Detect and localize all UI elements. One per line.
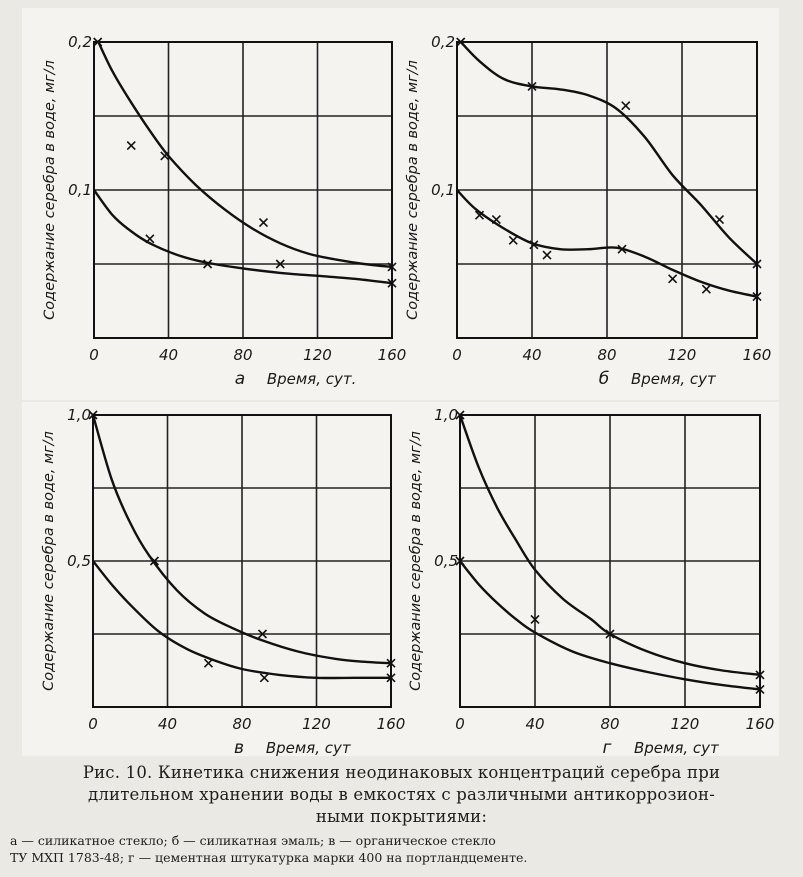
x-tick-label: 80 <box>233 346 252 364</box>
caption-line-3: ными покрытиями: <box>315 807 488 826</box>
data-point-marker <box>668 274 678 284</box>
y-tick-label: 0,5 <box>434 552 458 570</box>
data-point-marker <box>203 658 214 668</box>
data-point-marker <box>456 37 466 47</box>
panel-letter: в <box>234 738 244 758</box>
y-tick-label: 0,2 <box>68 33 92 51</box>
chart-panel-b: 0 40 80 120 160 0,1 0,2 Содержание серебра в во… <box>405 33 771 389</box>
top-panel-background <box>22 8 779 400</box>
x-axis-label: Время, сут <box>266 739 352 757</box>
data-point-marker <box>474 210 485 220</box>
data-point-marker <box>491 215 501 225</box>
data-point-marker <box>275 259 285 269</box>
x-tick-label: 0 <box>455 715 465 733</box>
x-tick-label: 160 <box>377 715 406 733</box>
data-point-marker <box>149 556 160 566</box>
x-tick-label: 40 <box>522 346 541 364</box>
data-point-marker <box>145 234 155 244</box>
y-axis-label: Содержание серебра в воде, мг/л <box>405 60 421 320</box>
x-tick-label: 80 <box>600 715 619 733</box>
panel-letter: г <box>603 738 612 758</box>
series-line-1 <box>91 414 392 665</box>
x-tick-label: 0 <box>89 346 99 364</box>
x-tick-label: 0 <box>88 715 98 733</box>
chart-panel-v: 0 40 80 120 160 0,5 1,0 Содержание серебра в во… <box>41 406 405 758</box>
bottom-panel-background <box>22 402 779 756</box>
series-line-1 <box>459 41 758 265</box>
data-point-marker <box>542 250 552 260</box>
data-point-marker <box>701 284 711 294</box>
x-axis-label: Время, сут <box>631 370 717 388</box>
x-tick-label: 40 <box>159 346 178 364</box>
data-point-marker <box>530 614 540 624</box>
chart-panel-a: 0 40 80 120 160 0,1 0,2 Содержание серебра в во… <box>42 33 406 389</box>
data-point-marker <box>508 235 518 245</box>
series-line-2 <box>456 189 758 298</box>
data-point-marker <box>621 101 631 111</box>
panel-letter: а <box>235 369 245 389</box>
x-tick-label: 120 <box>671 715 700 733</box>
legend-line-2: ТУ МХП 1783-48; г — цементная штукатурка… <box>10 850 528 865</box>
data-point-marker <box>386 658 396 668</box>
panel-letter: б <box>599 369 609 389</box>
data-point-marker <box>455 556 465 566</box>
x-tick-label: 120 <box>303 346 332 364</box>
series-line-2 <box>459 560 761 691</box>
data-point-marker <box>605 629 615 639</box>
data-point-marker <box>93 37 103 47</box>
caption-line-1: Рис. 10. Кинетика снижения неодинаковых … <box>82 763 721 782</box>
y-axis-label: Содержание серебра в воде, мг/л <box>42 60 58 320</box>
y-tick-label: 1,0 <box>67 406 91 424</box>
chart-panel-g: 0 40 80 120 160 0,5 1,0 Содержание серебра в во… <box>408 406 774 758</box>
figure-legend: а — силикатное стекло; б — силикатная эм… <box>10 832 793 866</box>
x-tick-label: 40 <box>158 715 177 733</box>
data-point-marker <box>752 291 762 302</box>
data-point-marker <box>617 244 627 254</box>
data-point-marker <box>752 259 762 269</box>
data-point-marker <box>203 259 213 269</box>
x-tick-label: 120 <box>668 346 697 364</box>
x-tick-label: 160 <box>743 346 772 364</box>
legend-line-1: а — силикатное стекло; б — силикатная эм… <box>10 833 496 848</box>
data-point-marker <box>126 141 136 151</box>
data-point-marker <box>755 684 765 695</box>
data-point-marker <box>714 215 725 225</box>
figure-panels: 0 40 80 120 160 0,1 0,2 Содержание серебра в во… <box>22 8 779 758</box>
data-point-marker <box>387 278 397 288</box>
data-point-marker <box>755 670 765 680</box>
y-tick-label: 0,2 <box>431 33 455 51</box>
y-tick-label: 0,1 <box>68 181 92 199</box>
data-point-marker <box>387 262 397 272</box>
data-point-marker <box>160 151 170 161</box>
y-axis-label: Содержание серебра в воде, мг/л <box>408 431 424 691</box>
x-tick-label: 40 <box>525 715 544 733</box>
series-line-1 <box>458 414 761 677</box>
caption-line-2: длительном хранении воды в емкостях с ра… <box>87 785 716 804</box>
data-point-marker <box>529 240 539 250</box>
data-point-marker <box>455 410 465 420</box>
y-tick-label: 0,5 <box>67 552 91 570</box>
data-point-marker <box>257 629 268 639</box>
y-tick-label: 1,0 <box>434 406 458 424</box>
x-axis-label: Время, сут <box>634 739 720 757</box>
data-point-marker <box>386 673 396 683</box>
y-axis-label: Содержание серебра в воде, мг/л <box>41 431 57 691</box>
data-point-marker <box>259 673 269 683</box>
figure-caption: Рис. 10. Кинетика снижения неодинаковых … <box>0 762 803 828</box>
x-tick-label: 80 <box>232 715 251 733</box>
data-point-marker <box>88 410 98 420</box>
x-tick-label: 0 <box>452 346 462 364</box>
x-tick-label: 160 <box>746 715 775 733</box>
x-tick-label: 120 <box>302 715 331 733</box>
x-tick-label: 160 <box>378 346 407 364</box>
x-axis-label: Время, сут. <box>267 370 357 388</box>
data-point-marker <box>258 217 269 228</box>
data-point-marker <box>527 81 537 91</box>
x-tick-label: 80 <box>597 346 616 364</box>
y-tick-label: 0,1 <box>431 181 455 199</box>
series-line-1 <box>96 39 393 269</box>
series-line-2 <box>92 560 391 680</box>
